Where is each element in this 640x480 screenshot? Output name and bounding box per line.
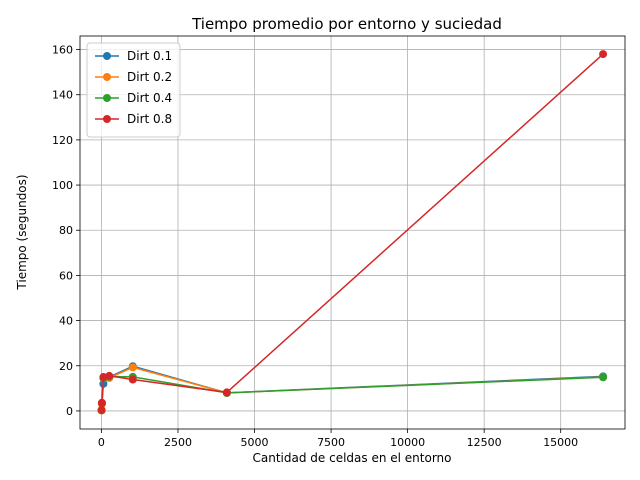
legend-swatch-marker (103, 52, 111, 60)
legend-item: Dirt 0.8 (95, 112, 172, 126)
y-tick-label: 120 (52, 134, 73, 147)
legend-item: Dirt 0.2 (95, 70, 172, 84)
x-axis-label: Cantidad de celdas en el entorno (253, 451, 452, 465)
legend-item: Dirt 0.1 (95, 49, 172, 63)
y-tick-label: 60 (59, 269, 73, 282)
series-4 (97, 50, 608, 415)
grid-lines (80, 36, 625, 429)
data-point (128, 363, 137, 372)
x-tick-label: 2500 (164, 436, 192, 449)
x-tick-label: 0 (98, 436, 105, 449)
data-point (105, 371, 114, 380)
legend-swatch-marker (103, 73, 111, 81)
series-group (97, 50, 608, 415)
data-point (128, 375, 137, 384)
data-point (599, 50, 608, 59)
x-axis-ticks: 0 2500 5000 7500 10000 12500 15000 (98, 429, 578, 449)
series-line (100, 375, 604, 411)
x-tick-label: 15000 (543, 436, 578, 449)
data-point (97, 406, 106, 415)
x-tick-label: 5000 (241, 436, 269, 449)
y-axis-ticks: 0 20 40 60 80 100 120 140 160 (52, 44, 80, 418)
data-point (97, 398, 106, 407)
data-point (222, 388, 231, 397)
chart-title: Tiempo promedio por entorno y suciedad (191, 15, 502, 33)
legend-swatch-marker (103, 94, 111, 102)
y-axis-label: Tiempo (segundos) (15, 174, 29, 290)
legend-box (86, 42, 181, 138)
y-tick-label: 0 (66, 405, 73, 418)
series-line (100, 366, 604, 411)
x-tick-label: 12500 (467, 436, 502, 449)
y-tick-label: 20 (59, 360, 73, 373)
y-tick-label: 140 (52, 89, 73, 102)
legend-label: Dirt 0.8 (127, 112, 172, 126)
y-tick-label: 100 (52, 179, 73, 192)
y-tick-label: 160 (52, 44, 73, 57)
y-tick-label: 80 (59, 224, 73, 237)
series-2 (97, 363, 608, 415)
x-tick-label: 10000 (390, 436, 425, 449)
plot-frame (79, 35, 626, 430)
legend-item: Dirt 0.4 (95, 91, 172, 105)
legend-label: Dirt 0.2 (127, 70, 172, 84)
legend-swatch-marker (103, 115, 111, 123)
y-tick-label: 40 (59, 315, 73, 328)
data-point (599, 373, 608, 382)
x-tick-label: 7500 (317, 436, 345, 449)
legend: Dirt 0.1 Dirt 0.2 Dirt 0.4 Dirt 0.8 (86, 42, 181, 138)
legend-label: Dirt 0.4 (127, 91, 172, 105)
legend-label: Dirt 0.1 (127, 49, 172, 63)
